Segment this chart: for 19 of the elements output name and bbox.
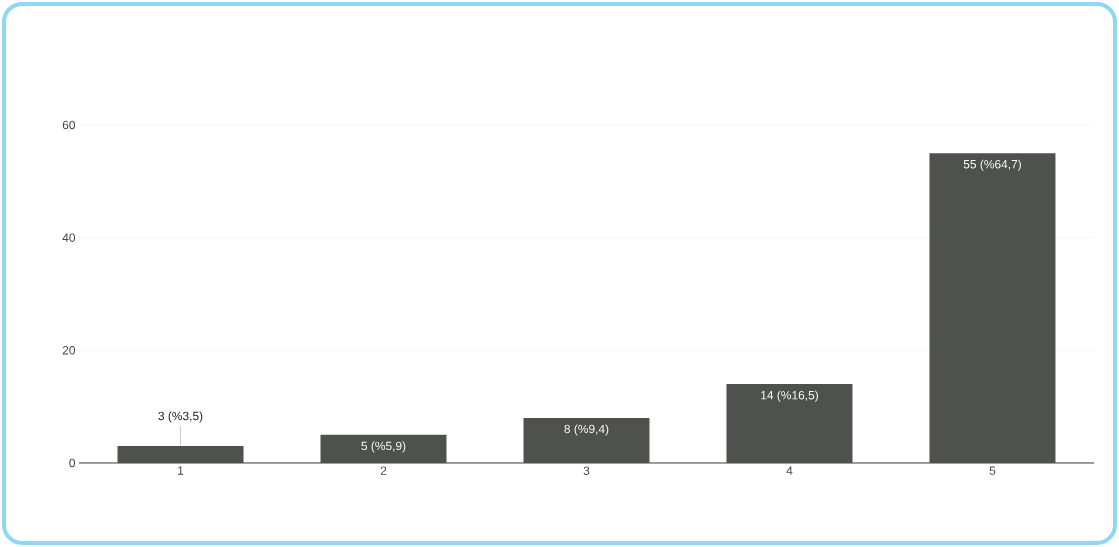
bar — [523, 417, 650, 463]
y-tick-label: 0 — [69, 458, 76, 468]
bar — [929, 153, 1056, 463]
data-label: 5 (%5,9) — [361, 441, 406, 453]
data-label: 8 (%9,4) — [564, 424, 609, 436]
x-tick-label: 2 — [380, 466, 387, 475]
y-tick-label: 20 — [62, 346, 76, 355]
x-tick-label: 4 — [786, 466, 793, 475]
bar — [117, 446, 244, 463]
y-tick-label: 60 — [62, 120, 76, 130]
bar — [726, 384, 853, 463]
bar — [320, 434, 447, 463]
y-tick-label: 40 — [62, 233, 76, 242]
x-tick-label: 3 — [583, 466, 590, 475]
data-label: 14 (%16,5) — [761, 390, 818, 402]
data-label: 55 (%64,7) — [963, 159, 1021, 171]
x-tick-label: 1 — [178, 466, 184, 475]
x-tick-label: 5 — [989, 466, 996, 475]
data-label: 3 (%3,5) — [158, 411, 203, 423]
